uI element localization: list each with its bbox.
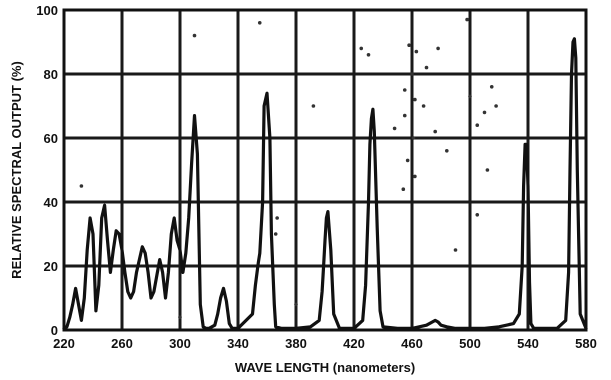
- x-tick-label: 580: [575, 336, 597, 351]
- print-specks: [79, 17, 498, 320]
- print-speck: [482, 110, 487, 115]
- x-tick-label: 220: [53, 336, 75, 351]
- print-speck: [405, 158, 410, 163]
- y-tick-label: 0: [51, 323, 58, 338]
- x-tick-label: 380: [285, 336, 307, 351]
- print-speck: [178, 315, 182, 320]
- y-tick-label: 80: [44, 67, 58, 82]
- print-speck: [257, 21, 262, 25]
- print-speck: [494, 104, 498, 108]
- x-tick-label: 500: [459, 336, 481, 351]
- print-speck: [445, 149, 449, 153]
- x-tick-label: 300: [169, 336, 191, 351]
- y-axis-title: RELATIVE SPECTRAL OUTPUT (%): [9, 61, 24, 279]
- y-tick-labels: 0 20 40 60 80 100: [36, 3, 58, 338]
- x-axis-title: WAVE LENGTH (nanometers): [235, 360, 415, 375]
- x-tick-label: 420: [343, 336, 365, 351]
- print-speck: [485, 168, 490, 172]
- print-speck: [453, 248, 458, 252]
- x-tick-labels: 220 260 300 340 380 420 460 500 540 580: [53, 336, 597, 351]
- print-speck: [413, 97, 417, 102]
- print-speck: [311, 104, 316, 108]
- spectral-output-line: [62, 37, 588, 330]
- y-tick-label: 100: [36, 3, 58, 18]
- print-speck: [410, 72, 414, 76]
- y-tick-label: 60: [44, 131, 58, 146]
- print-speck: [392, 126, 397, 131]
- print-speck: [475, 123, 480, 127]
- print-speck: [433, 129, 438, 134]
- x-tick-label: 340: [227, 336, 249, 351]
- print-speck: [359, 46, 364, 51]
- print-speck: [475, 213, 480, 217]
- series-layer: [62, 37, 588, 330]
- print-speck: [402, 113, 407, 118]
- print-speck: [414, 49, 419, 54]
- print-speck: [192, 33, 197, 38]
- x-tick-label: 460: [401, 336, 423, 351]
- print-speck: [436, 46, 440, 51]
- print-speck: [411, 136, 416, 140]
- print-speck: [489, 85, 494, 89]
- y-tick-label: 20: [44, 259, 58, 274]
- print-speck: [424, 65, 429, 70]
- print-speck: [402, 88, 407, 92]
- print-speck: [79, 184, 84, 188]
- plot-area-border: [62, 8, 588, 332]
- print-speck: [413, 174, 417, 179]
- y-tick-label: 40: [44, 195, 58, 210]
- print-speck: [275, 216, 279, 220]
- print-speck: [465, 17, 469, 22]
- print-speck: [421, 104, 426, 108]
- print-speck: [273, 232, 278, 236]
- print-speck: [401, 187, 406, 191]
- x-tick-label: 540: [517, 336, 539, 351]
- grid: [64, 10, 586, 330]
- x-tick-label: 260: [111, 336, 133, 351]
- print-speck: [366, 53, 371, 57]
- print-speck: [407, 43, 411, 47]
- print-speck: [468, 94, 472, 99]
- print-speck: [294, 302, 298, 307]
